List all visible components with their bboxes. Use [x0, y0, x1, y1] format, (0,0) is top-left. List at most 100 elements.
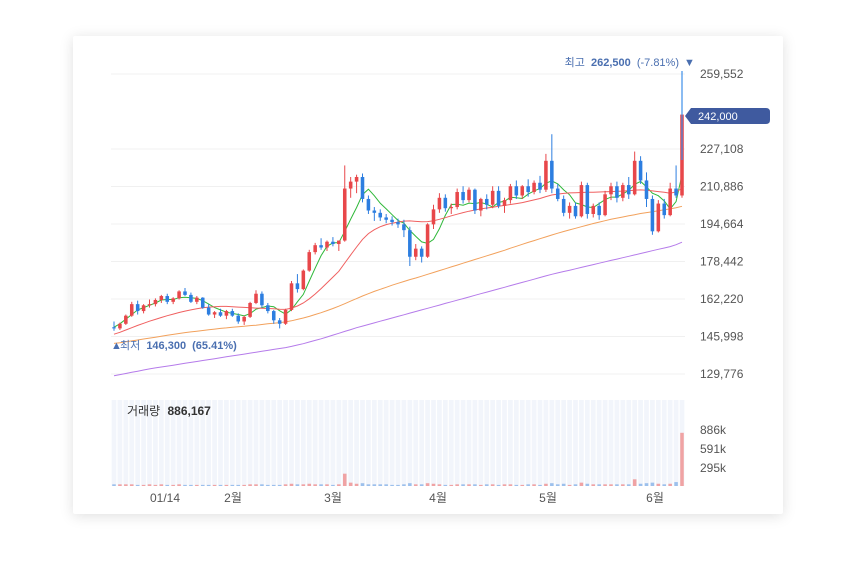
volume-bg-stripe [135, 400, 141, 486]
volume-bg-stripe [348, 400, 354, 486]
volume-bar [484, 484, 489, 486]
volume-bg-stripe [377, 400, 383, 486]
volume-bar [325, 484, 329, 486]
candle-body [473, 189, 477, 211]
date-tick-label: 5월 [539, 491, 557, 505]
volume-bg-stripe [519, 400, 525, 486]
candle-body [277, 320, 282, 324]
candle-body [342, 188, 347, 241]
candle-body [301, 270, 306, 290]
candle-body [561, 198, 566, 213]
price-axis: 259,552 227,108 210,886 194,664 178,442 162,2… [700, 67, 744, 475]
volume-bg-stripe [194, 400, 200, 486]
volume-bar [544, 483, 548, 486]
candle-body [177, 291, 181, 299]
volume-title: 거래량 886,167 [127, 404, 211, 418]
volume-bar [615, 484, 619, 486]
volume-bg-stripe [431, 400, 436, 486]
volume-bar [502, 484, 507, 486]
volume-bg-stripe [170, 400, 176, 486]
volume-bg-stripe [673, 400, 679, 486]
price-tick-label: 194,664 [700, 217, 744, 231]
candle-body [425, 224, 430, 257]
volume-bar [218, 484, 223, 486]
candle-body [354, 176, 359, 182]
candle-body [650, 198, 655, 232]
price-tick-label: 129,776 [700, 367, 744, 381]
volume-bar [366, 484, 371, 486]
date-tick-label: 01/14 [150, 491, 180, 505]
candle-body [402, 224, 406, 231]
volume-bar [289, 483, 294, 486]
volume-bar [555, 484, 560, 486]
volume-bar [396, 484, 400, 486]
volume-bg-stripe [212, 400, 217, 486]
low-label: 최저 146,300 (65.41%) [120, 339, 237, 352]
volume-bg-stripe [496, 400, 501, 486]
volume-bar [177, 484, 181, 486]
candle-body [674, 188, 678, 196]
volume-bg-stripe [318, 400, 324, 486]
volume-bg-stripe [561, 400, 567, 486]
candle-body [567, 205, 572, 213]
volume-bar [147, 484, 152, 486]
volume-bar [354, 483, 359, 486]
candle-body [165, 296, 170, 302]
volume-bar [165, 484, 170, 486]
volume-bar [319, 484, 323, 486]
candle-body [248, 302, 252, 317]
candle-body [408, 230, 412, 257]
volume-bg-stripe [306, 400, 312, 486]
volume-bg-stripe [614, 400, 620, 486]
candles [112, 114, 684, 331]
date-tick-label: 2월 [224, 491, 242, 505]
volume-bar [591, 484, 596, 486]
candle-body [200, 297, 205, 308]
volume-bar [189, 484, 193, 486]
volume-bg-stripe [271, 400, 277, 486]
volume-bar [402, 484, 406, 486]
candle-body [573, 205, 578, 217]
candle-body [390, 219, 394, 223]
volume-bg-stripe [188, 400, 194, 486]
volume-bg-stripe [661, 400, 667, 486]
candle-body [307, 252, 312, 271]
volume-bg-stripe [224, 400, 229, 486]
candle-body [147, 304, 152, 306]
candle-body [615, 186, 619, 198]
volume-bg-stripe [218, 400, 223, 486]
volume-bar [603, 484, 607, 486]
volume-bg-stripe [354, 400, 359, 486]
current-price-value: 242,000 [698, 111, 738, 123]
volume-bg-stripe [549, 400, 555, 486]
candle-body [579, 185, 584, 217]
candle-body [626, 185, 631, 195]
volume-bar [479, 484, 483, 486]
volume-bar [212, 484, 217, 486]
volume-bar [206, 484, 211, 486]
candle-body [413, 248, 418, 257]
volume-bar [260, 484, 264, 486]
volume-bg-stripe [513, 400, 519, 486]
volume-bg-stripe [283, 400, 288, 486]
volume-bar [514, 484, 519, 486]
volume-bar [295, 484, 300, 486]
date-tick-label: 4월 [429, 491, 447, 505]
volume-bar [437, 484, 442, 486]
candle-body [644, 180, 649, 199]
low-marker-icon: ▲ [111, 340, 122, 352]
volume-bg-stripe [626, 400, 632, 486]
volume-bar [538, 484, 542, 486]
volume-bar [662, 484, 667, 486]
volume-bg-stripe [383, 400, 389, 486]
volume-bar [224, 484, 229, 486]
volume-bar [650, 482, 655, 486]
volume-bar [378, 484, 383, 486]
volume-bg-stripe [300, 400, 306, 486]
candle-body [638, 160, 643, 181]
price-tick-label: 178,442 [700, 255, 744, 269]
volume-bar [124, 484, 128, 486]
volume-bar [230, 484, 235, 486]
candle-body [544, 160, 548, 190]
price-tick-label: 162,220 [700, 292, 744, 306]
